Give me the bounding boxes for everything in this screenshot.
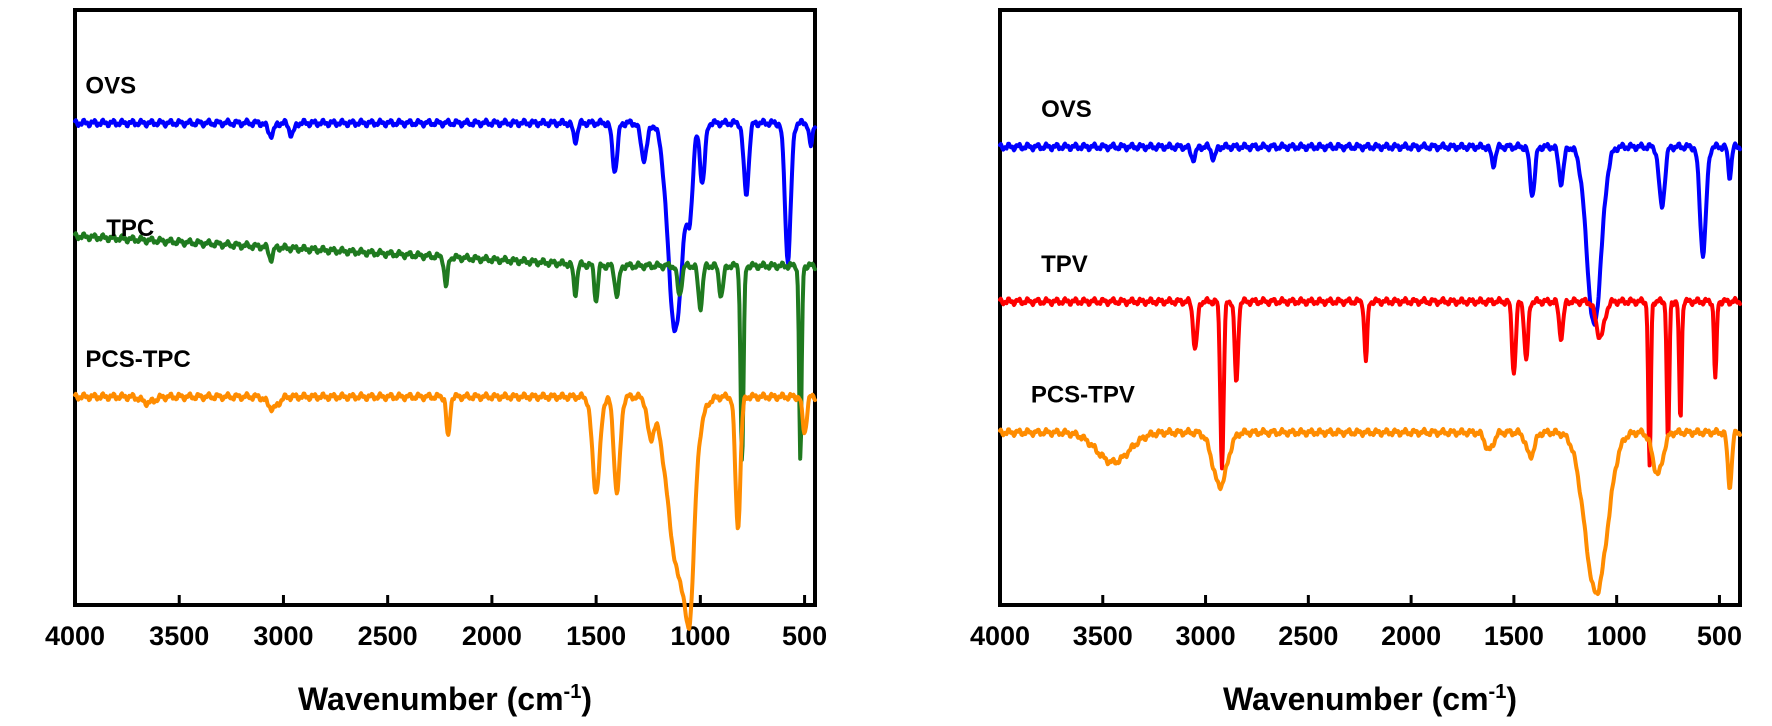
- x-axis-title: Wavenumber (cm-1): [1223, 681, 1517, 717]
- x-axis-title-close: ): [581, 681, 592, 717]
- x-tick-label: 2500: [1278, 621, 1338, 651]
- series-label: PCS-TPV: [1031, 382, 1135, 409]
- x-tick-label: 500: [782, 621, 827, 651]
- plot-frame: [73, 8, 817, 607]
- series-line-tpv: [998, 296, 1742, 471]
- series-line-tpc: [73, 231, 817, 462]
- x-axis-title: Wavenumber (cm-1): [298, 681, 592, 717]
- x-tick-label: 1000: [670, 621, 730, 651]
- x-tick-label: 3000: [253, 621, 313, 651]
- series-label: OVS: [1041, 96, 1092, 123]
- x-tick-label: 3500: [1073, 621, 1133, 651]
- x-tick-label: 2000: [462, 621, 522, 651]
- x-axis-title-text: Wavenumber (cm: [1223, 681, 1489, 717]
- x-tick-label: 1500: [566, 621, 626, 651]
- series-line-ovs: [73, 117, 817, 334]
- x-axis-title-superscript: -1: [564, 681, 582, 703]
- x-tick-label: 2000: [1381, 621, 1441, 651]
- series-label: PCS-TPC: [85, 346, 190, 373]
- x-axis-title-superscript: -1: [1489, 681, 1507, 703]
- series-label: OVS: [85, 72, 136, 99]
- x-axis-title-text: Wavenumber (cm: [298, 681, 564, 717]
- left-panel: 4000 3500 3000 2500 2000 1500 1000 500 Wavenumbe…: [45, 8, 827, 717]
- x-tick-label: 1000: [1587, 621, 1647, 651]
- x-axis-title-close: ): [1506, 681, 1517, 717]
- plot-frame: [998, 8, 1742, 607]
- x-tick-label: 4000: [970, 621, 1030, 651]
- x-tick-label: 4000: [45, 621, 105, 651]
- x-tick-label: 3000: [1176, 621, 1236, 651]
- x-tick-label: 2500: [358, 621, 418, 651]
- series-line-ovs: [998, 141, 1742, 327]
- series-label: TPC: [106, 215, 154, 242]
- x-tick-label: 1500: [1484, 621, 1544, 651]
- x-tick-label: 500: [1697, 621, 1742, 651]
- x-tick-label: 3500: [149, 621, 209, 651]
- series-line-pcs-tpv: [998, 426, 1742, 596]
- series-label: TPV: [1041, 251, 1088, 278]
- right-panel: 4000 3500 3000 2500 2000 1500 1000 500 Wavenumbe…: [970, 8, 1742, 717]
- series-line-pcs-tpc: [73, 391, 817, 631]
